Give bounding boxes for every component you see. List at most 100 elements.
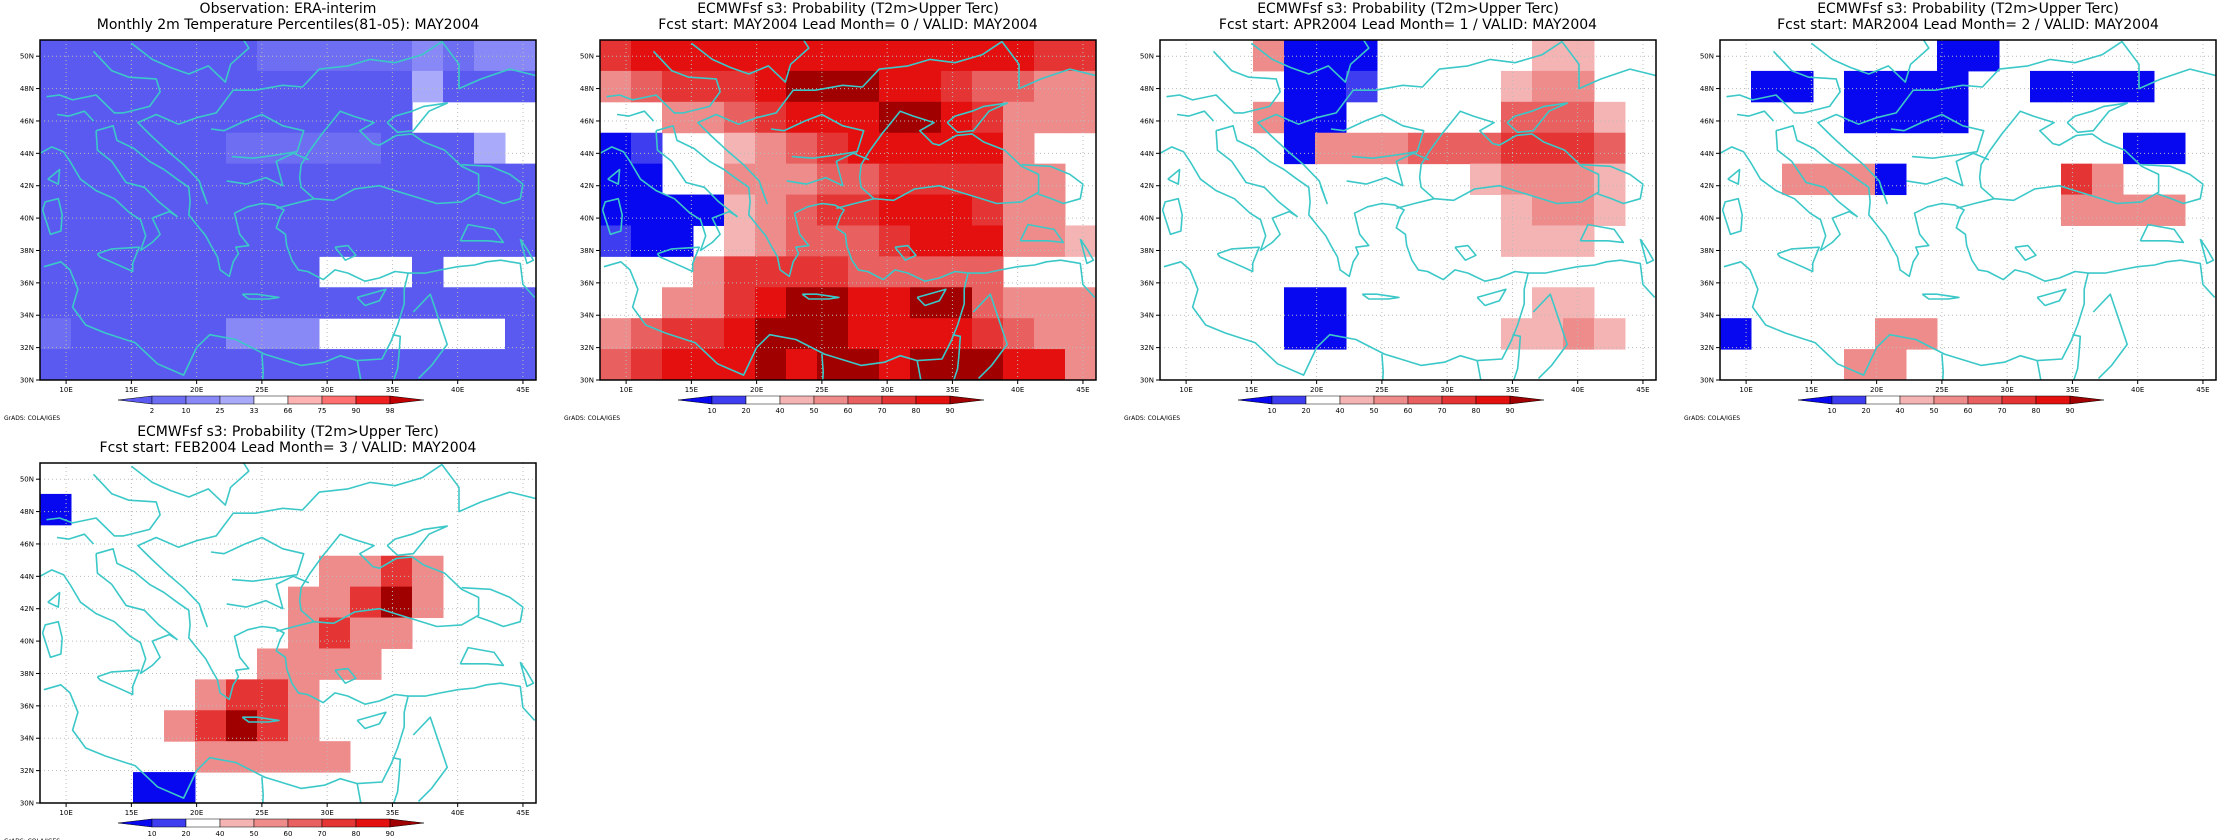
grid-cell <box>1782 70 1814 103</box>
grid-cell <box>319 648 351 680</box>
lat-tick-label: 48N <box>1140 85 1154 93</box>
coastline <box>1216 246 1260 273</box>
grid-cell <box>40 287 72 319</box>
grid-cell <box>319 349 351 380</box>
grid-cell <box>319 225 351 257</box>
coastline <box>1639 238 1655 265</box>
lon-tick-label: 20E <box>190 386 203 394</box>
grid-cell <box>2092 70 2124 103</box>
colorbar-label: 40 <box>1896 407 1905 415</box>
grid-cell <box>910 194 942 226</box>
grid-cell <box>724 132 756 165</box>
coastline <box>1176 110 1215 122</box>
colorbar-segment <box>1967 395 2003 405</box>
grid-cell <box>195 256 227 288</box>
coastline <box>1163 125 1529 376</box>
grid-cell <box>443 349 475 380</box>
grid-cell <box>319 555 351 588</box>
grid-cell <box>1594 318 1626 350</box>
coastline <box>392 333 402 380</box>
grid-cell <box>164 710 196 742</box>
coastline <box>130 463 250 506</box>
colorbar-segment <box>949 395 985 405</box>
grid-cell <box>350 101 382 134</box>
grid-cell <box>350 349 382 380</box>
colorbar-segment <box>1933 395 1969 405</box>
coastline <box>210 113 305 159</box>
grid-cell <box>350 194 382 226</box>
colorbar-label: 90 <box>2066 407 2075 415</box>
grid-cell <box>1875 163 1907 196</box>
coastline <box>1381 354 1384 380</box>
grid-cell <box>2061 163 2093 196</box>
grid-cell <box>1594 194 1626 226</box>
coastline <box>241 293 280 300</box>
grid-cell <box>1284 70 1316 103</box>
lat-tick-label: 50N <box>1140 53 1154 61</box>
colorbar-segment <box>389 818 425 828</box>
colorbar-label: 90 <box>946 407 955 415</box>
grid-cell <box>350 163 382 196</box>
lon-tick-label: 25E <box>255 809 268 817</box>
grid-cell <box>1563 318 1595 350</box>
colorbar-label: 33 <box>250 407 259 415</box>
lat-tick-label: 38N <box>580 247 594 255</box>
grid-cell <box>910 132 942 165</box>
panel-subtitle: Fcst start: APR2004 Lead Month= 1 / VALI… <box>1219 17 1597 33</box>
lon-tick-label: 10E <box>1179 386 1192 394</box>
lat-tick-label: 34N <box>1700 312 1714 320</box>
grid-cell <box>1844 70 1876 103</box>
grid-cell <box>443 163 475 196</box>
grid-cell <box>257 101 289 134</box>
grid-cell <box>1065 318 1096 350</box>
grid-cell <box>1315 70 1347 103</box>
lon-tick-label: 45E <box>1076 386 1089 394</box>
grid-cell <box>879 163 911 196</box>
lat-tick-label: 34N <box>20 312 34 320</box>
lat-tick-label: 48N <box>20 508 34 516</box>
grid-cell <box>600 225 632 257</box>
grid-cell <box>1065 101 1096 134</box>
coastline <box>43 547 409 799</box>
grid-cell <box>1563 132 1595 165</box>
grid-cell <box>662 349 694 380</box>
coastline <box>1160 130 1298 252</box>
colorbar-segment <box>1831 395 1867 405</box>
grid-cell <box>662 70 694 103</box>
grid-cell <box>724 225 756 257</box>
grid-cell <box>755 287 787 319</box>
lon-tick-label: 40E <box>2131 386 2144 394</box>
grid-cell <box>1875 349 1907 380</box>
grid-cell <box>164 132 196 165</box>
grid-cell <box>195 40 227 72</box>
map-panel-lead2: ECMWFsf s3: Probability (T2m>Upper Terc)… <box>1684 1 2217 422</box>
colorbar-segment <box>321 395 357 405</box>
colorbar-segment <box>711 395 747 405</box>
grid-cell <box>2154 194 2186 226</box>
coastlines <box>600 40 1096 380</box>
coastline <box>1396 110 1600 210</box>
lat-tick-label: 38N <box>20 670 34 678</box>
grid-cell <box>412 287 444 319</box>
grid-cell <box>40 225 72 257</box>
coastline <box>2036 360 2042 380</box>
colorbar-label: 90 <box>386 830 395 838</box>
grid-cell <box>2061 194 2093 226</box>
coastline <box>334 667 357 685</box>
grid-cell <box>505 163 536 196</box>
grid-cell <box>288 194 320 226</box>
grid-cell <box>693 287 725 319</box>
grid-cell <box>1065 287 1096 319</box>
coastline <box>412 293 449 379</box>
grid-cell <box>724 70 756 103</box>
grid-cell <box>941 194 973 226</box>
grid-cell <box>972 70 1004 103</box>
grid-cell <box>164 318 196 350</box>
grid-cell <box>1034 318 1066 350</box>
lat-tick-label: 42N <box>1140 182 1154 190</box>
grid-cell <box>972 349 1004 380</box>
coastline <box>916 360 922 380</box>
grid-cell <box>724 349 756 380</box>
grid-cell <box>350 70 382 103</box>
panel-subtitle: Fcst start: FEB2004 Lead Month= 3 / VALI… <box>100 440 477 456</box>
